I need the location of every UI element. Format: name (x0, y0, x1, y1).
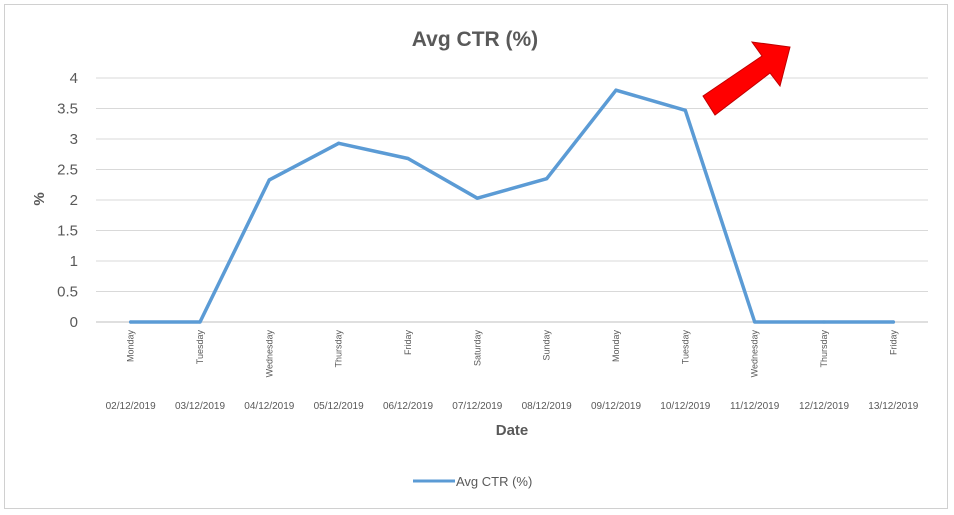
y-tick-label: 3 (70, 131, 78, 148)
x-tick-date: 06/12/2019 (383, 401, 433, 412)
y-axis-label: % (31, 192, 48, 205)
data-point (891, 320, 895, 324)
x-tick-day: Tuesday (195, 330, 205, 365)
y-axis-ticks: 0 0.5 1 1.5 2 2.5 3 3.5 4 (57, 70, 78, 331)
y-tick-label: 2.5 (57, 162, 78, 179)
x-tick-date: 05/12/2019 (314, 401, 364, 412)
x-tick-date: 03/12/2019 (175, 401, 225, 412)
x-tick-date: 10/12/2019 (660, 401, 710, 412)
data-point (822, 320, 826, 324)
series-line (128, 88, 896, 324)
x-tick-day: Friday (888, 330, 898, 356)
y-tick-label: 1 (70, 253, 78, 270)
legend: Avg CTR (%) (413, 474, 532, 489)
y-tick-label: 3.5 (57, 101, 78, 118)
x-tick-day: Saturday (472, 330, 482, 367)
y-tick-label: 0 (70, 314, 78, 331)
gridlines (96, 77, 928, 323)
x-axis-label: Date (496, 422, 529, 439)
y-tick-label: 0.5 (57, 284, 78, 301)
data-point (406, 156, 410, 161)
x-tick-date: 02/12/2019 (106, 401, 156, 412)
x-axis-labels: Monday 02/12/2019 Tuesday 03/12/2019 Wednesd… (106, 330, 919, 412)
x-tick-date: 04/12/2019 (244, 401, 294, 412)
x-tick-date: 07/12/2019 (452, 401, 502, 412)
data-point (753, 320, 757, 324)
data-point (267, 178, 271, 182)
x-tick-day: Friday (403, 330, 413, 356)
data-point (198, 320, 202, 324)
x-tick-date: 08/12/2019 (522, 401, 572, 412)
y-tick-label: 1.5 (57, 223, 78, 240)
x-tick-day: Wednesday (264, 330, 274, 378)
x-tick-day: Sunday (542, 330, 552, 361)
legend-entry: Avg CTR (%) (456, 474, 532, 489)
chart-frame (4, 4, 948, 509)
data-point (683, 108, 687, 112)
y-tick-label: 4 (70, 70, 78, 87)
y-tick-label: 2 (70, 192, 78, 209)
series-group (128, 88, 896, 324)
x-tick-day: Monday (611, 330, 621, 363)
red-arrow-icon (702, 41, 791, 116)
x-tick-day: Wednesday (750, 330, 760, 378)
x-tick-day: Monday (126, 330, 136, 363)
x-tick-day: Thursday (819, 330, 829, 368)
x-tick-date: 13/12/2019 (868, 401, 918, 412)
chart-title: Avg CTR (%) (412, 28, 538, 51)
x-tick-date: 12/12/2019 (799, 401, 849, 412)
x-tick-date: 09/12/2019 (591, 401, 641, 412)
data-point (475, 196, 479, 200)
x-tick-day: Thursday (334, 330, 344, 368)
x-tick-day: Tuesday (680, 330, 690, 365)
data-point (337, 141, 341, 145)
data-point (129, 320, 133, 324)
x-tick-date: 11/12/2019 (730, 401, 780, 412)
data-point (614, 88, 618, 92)
data-point (545, 177, 549, 181)
